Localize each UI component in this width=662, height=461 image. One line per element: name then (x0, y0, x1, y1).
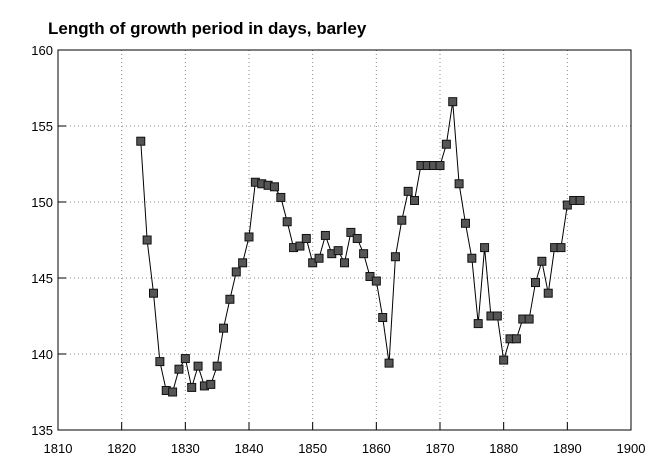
data-point (492, 311, 502, 321)
x-tick-label: 1880 (489, 441, 518, 456)
data-point (524, 314, 534, 324)
data-point (378, 313, 388, 323)
data-point (441, 139, 451, 149)
data-point (231, 267, 241, 277)
data-point (511, 334, 521, 344)
data-point (460, 218, 470, 228)
data-point (225, 294, 235, 304)
x-tick-label: 1870 (426, 441, 455, 456)
data-point (390, 252, 400, 262)
data-point (371, 276, 381, 286)
data-point (562, 200, 572, 210)
y-tick-label: 150 (31, 195, 53, 210)
x-tick-label: 1890 (553, 441, 582, 456)
data-point (193, 361, 203, 371)
data-point (174, 364, 184, 374)
data-point (212, 361, 222, 371)
data-point (206, 379, 216, 389)
data-point (346, 227, 356, 237)
data-point (282, 217, 292, 227)
data-point (301, 233, 311, 243)
data-point (435, 161, 445, 171)
data-point (403, 186, 413, 196)
x-tick-label: 1830 (171, 441, 200, 456)
y-tick-label: 155 (31, 119, 53, 134)
data-point (473, 319, 483, 329)
y-tick-label: 160 (31, 43, 53, 58)
data-point (295, 241, 305, 251)
data-point (499, 355, 509, 365)
data-point (219, 323, 229, 333)
data-point (543, 288, 553, 298)
data-point (244, 232, 254, 242)
data-point (180, 354, 190, 364)
data-point (276, 192, 286, 202)
plot-frame (57, 49, 632, 431)
data-line (140, 101, 581, 393)
data-point (308, 258, 318, 268)
data-point (537, 256, 547, 266)
data-point (365, 271, 375, 281)
x-tick-label: 1820 (107, 441, 136, 456)
data-point (531, 278, 540, 288)
data-point (238, 258, 248, 268)
data-point (269, 182, 279, 192)
data-point (187, 382, 197, 392)
data-point (352, 233, 362, 243)
data-point (467, 253, 477, 263)
data-point (320, 230, 330, 240)
y-tick-label: 140 (31, 347, 53, 362)
data-point (314, 253, 324, 263)
data-point (384, 358, 394, 368)
y-tick-label: 135 (31, 423, 53, 438)
data-point (410, 195, 420, 205)
data-point (136, 136, 146, 146)
x-tick-label: 1840 (235, 441, 264, 456)
data-point (168, 387, 178, 397)
data-point (397, 215, 407, 225)
data-point (142, 235, 152, 245)
data-point (359, 249, 369, 259)
data-point (333, 246, 343, 256)
x-tick-label: 1860 (362, 441, 391, 456)
data-point (149, 288, 158, 298)
y-tick-label: 145 (31, 271, 53, 286)
x-tick-label: 1850 (298, 441, 327, 456)
data-point (575, 195, 585, 205)
data-point (340, 258, 349, 268)
x-tick-label: 1810 (44, 441, 73, 456)
data-point (556, 243, 566, 253)
x-tick-label: 1900 (617, 441, 646, 456)
data-point (448, 97, 458, 107)
data-point (480, 243, 490, 253)
data-point (454, 179, 464, 189)
chart-title: Length of growth period in days, barley (48, 19, 367, 38)
data-point (155, 357, 165, 367)
